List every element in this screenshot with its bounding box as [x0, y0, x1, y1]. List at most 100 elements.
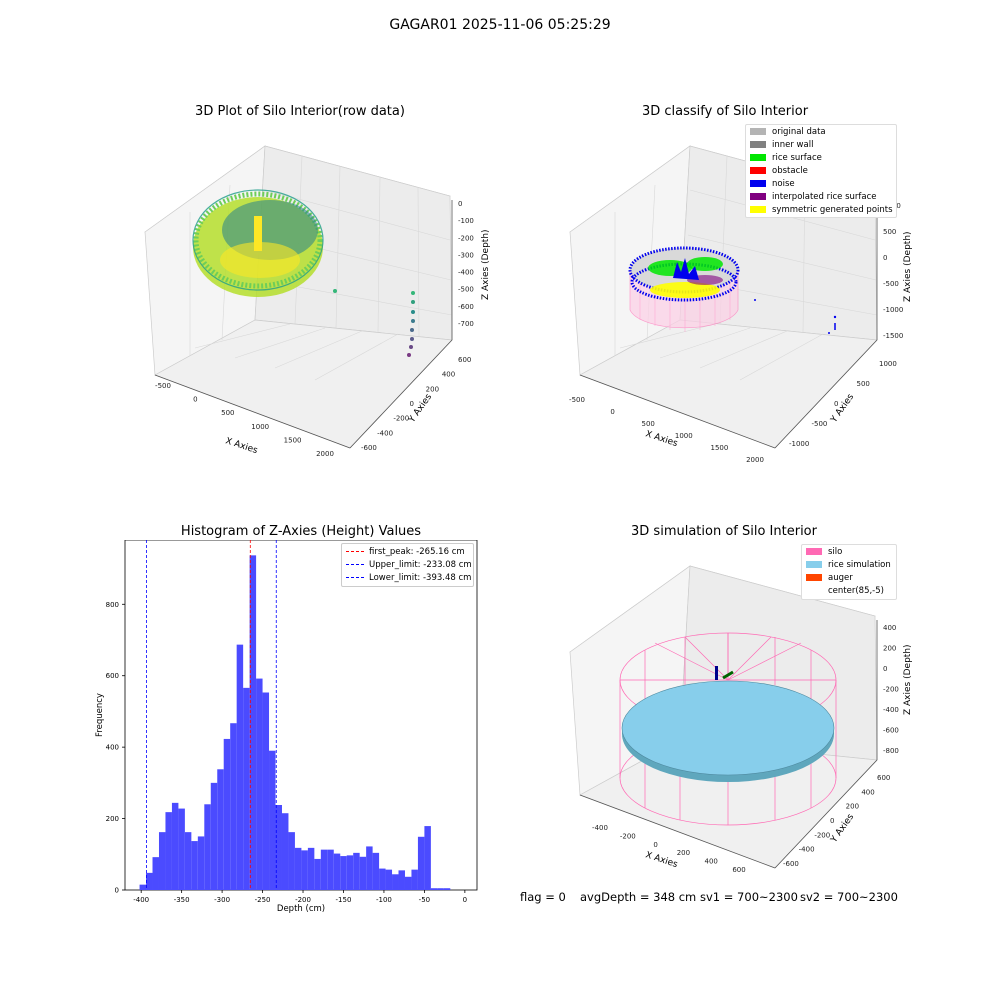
- axis-tick-label: 0: [883, 665, 887, 673]
- axis-tick-label: -100: [458, 217, 474, 225]
- legend-label: symmetric generated points: [772, 205, 893, 215]
- legend-item: noise: [750, 179, 795, 189]
- histogram-x-tick-label: -300: [214, 896, 230, 904]
- histogram-bar: [275, 805, 282, 890]
- axis-tick-label: -400: [883, 706, 899, 714]
- panel2-z-label: Z Axies (Depth): [903, 231, 913, 302]
- histogram-bar: [217, 769, 224, 890]
- axis-tick-label: -500: [458, 286, 474, 294]
- panel3-title: Histogram of Z-Axies (Height) Values: [180, 524, 422, 539]
- legend-label: inner wall: [772, 140, 814, 150]
- histogram-bar: [443, 888, 451, 890]
- panel4-x-label: X Axies: [644, 850, 679, 870]
- histogram-bar: [178, 808, 185, 890]
- legend-color-swatch: [750, 206, 766, 213]
- panel4-x-ticks: -400 -200 0 200 400 600: [592, 824, 746, 874]
- legend-label: interpolated rice surface: [772, 192, 877, 202]
- axis-tick-label: -200: [393, 415, 409, 423]
- panel2-legend: original data inner wall rice surface obsta…: [745, 124, 897, 218]
- histogram-bar: [327, 849, 334, 890]
- panel4-title: 3D simulation of Silo Interior: [631, 524, 817, 539]
- histogram-y-tick-label: 0: [115, 887, 119, 895]
- axis-tick-label: 0: [883, 254, 887, 262]
- histogram-bar: [139, 884, 147, 890]
- panel1-outlier-column: [407, 291, 415, 357]
- axis-tick-label: -600: [783, 860, 799, 868]
- axis-tick-label: 1500: [284, 436, 302, 444]
- histogram-bar: [152, 857, 159, 890]
- histogram-bar: [340, 856, 347, 890]
- axis-tick-label: 200: [883, 645, 896, 653]
- histogram-bar: [230, 723, 237, 890]
- axis-tick-label: 400: [705, 858, 718, 866]
- histogram-bar: [359, 856, 367, 890]
- histogram-x-tick-label: -150: [336, 896, 352, 904]
- histogram-bar: [288, 832, 295, 890]
- axis-tick-label: 600: [732, 866, 745, 874]
- panel4-auger: [715, 666, 734, 680]
- panel1-y-label: Y Axies: [407, 392, 435, 425]
- panel4-z-ticks: 400 200 0 -200 -400 -600 -800: [883, 624, 899, 755]
- histogram-bar: [236, 644, 244, 890]
- histogram-bar: [165, 812, 172, 890]
- histogram-y-tick-label: 400: [106, 744, 119, 752]
- axis-tick-label: -500: [812, 420, 828, 428]
- axis-tick-label: 400: [442, 371, 455, 379]
- legend-item: original data: [750, 127, 826, 137]
- axis-tick-label: -200: [883, 686, 899, 694]
- legend-item: interpolated rice surface: [750, 192, 877, 202]
- legend-color-swatch: [750, 141, 766, 148]
- panel4-3d-plot: -400 -200 0 200 400 600 -600-400-200020040060…: [569, 565, 913, 874]
- axis-tick-label: -200: [458, 234, 474, 242]
- axis-tick-label: -200: [620, 832, 636, 840]
- legend-item: auger: [806, 573, 853, 583]
- legend-label: auger: [828, 573, 853, 583]
- histogram-legend-item: Upper_limit: -233.08 cm: [346, 560, 472, 570]
- legend-color-swatch: [806, 587, 822, 594]
- histogram-bar: [204, 804, 211, 890]
- histogram-x-tick-label: -200: [295, 896, 311, 904]
- histogram-x-label: Depth (cm): [277, 904, 325, 914]
- legend-item: rice surface: [750, 153, 822, 163]
- histogram-bar: [385, 869, 393, 890]
- legend-label: rice surface: [772, 153, 822, 163]
- histogram-bar: [210, 782, 218, 890]
- histogram-bar: [146, 872, 153, 890]
- axis-tick-label: 400: [883, 624, 896, 632]
- axis-tick-label: 0: [653, 841, 657, 849]
- histogram-bar: [333, 853, 341, 890]
- histogram-bar: [398, 870, 405, 890]
- legend-color-swatch: [806, 561, 822, 568]
- axis-tick-label: 1500: [710, 444, 728, 452]
- axis-tick-label: 1000: [879, 360, 897, 368]
- legend-label: Upper_limit: -233.08 cm: [369, 560, 472, 570]
- panel2-3d-plot: -500 0 500 1000 1500 2000 -1000 -500 0 500 1000 1…: [569, 145, 913, 464]
- histogram-bar: [392, 874, 399, 890]
- histogram-reference-lines: [146, 540, 277, 890]
- panel2-classified-cloud: [628, 246, 837, 334]
- histogram-bar: [269, 750, 276, 890]
- axis-tick-label: -400: [592, 824, 608, 832]
- legend-color-swatch: [806, 574, 822, 581]
- panel1-x-label: X Axies: [224, 436, 259, 456]
- legend-item: obstacle: [750, 166, 808, 176]
- histogram-bar: [197, 836, 205, 890]
- axis-tick-label: -400: [377, 429, 393, 437]
- histogram-x-tick-label: -100: [376, 896, 392, 904]
- axis-tick-label: -600: [458, 303, 474, 311]
- legend-dashed-line-swatch: [346, 564, 364, 565]
- panel1-x-ticks: -500 0 500 1000 1500 2000: [155, 382, 334, 458]
- axis-tick-label: -800: [883, 747, 899, 755]
- histogram-bar: [417, 836, 425, 890]
- histogram-bar: [353, 852, 360, 890]
- histogram-bars: [139, 555, 451, 890]
- histogram-bar: [249, 555, 257, 890]
- histogram-bar: [301, 850, 308, 890]
- axis-tick-label: -1500: [883, 332, 903, 340]
- histogram-y-ticks: 0 200 400 600 800: [106, 601, 125, 895]
- axis-tick-label: 1000: [251, 423, 269, 431]
- legend-dashed-line-swatch: [346, 551, 364, 552]
